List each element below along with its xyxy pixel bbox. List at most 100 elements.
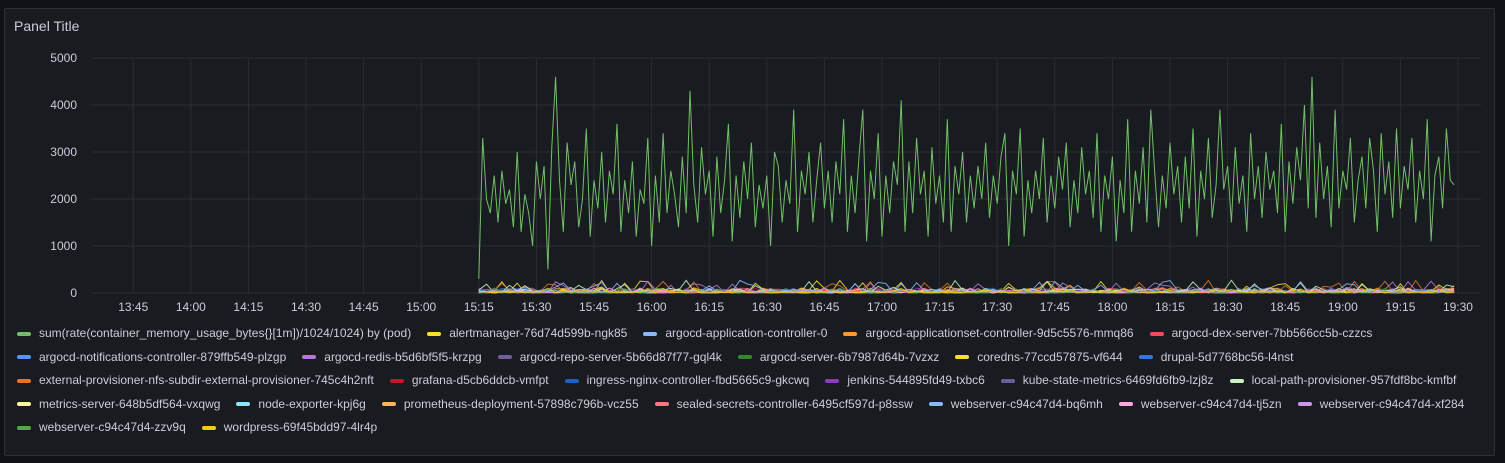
legend-swatch (17, 425, 31, 430)
x-tick-label: 18:45 (1270, 300, 1300, 314)
legend-item[interactable]: external-provisioner-nfs-subdir-external… (17, 369, 374, 393)
y-tick-label: 0 (70, 286, 77, 300)
legend-swatch (201, 425, 216, 430)
y-tick-label: 5000 (50, 51, 77, 65)
legend-label: sum(rate(container_memory_usage_bytes{}[… (39, 326, 412, 340)
legend-swatch (1138, 355, 1153, 360)
legend-label: argocd-repo-server-5b66d87f77-gql4k (519, 349, 722, 364)
legend-label: argocd-dex-server-7bb566cc5b-czzcs (1171, 326, 1373, 340)
legend-label: kube-state-metrics-6469fd6fb9-lzj8z (1022, 373, 1214, 387)
y-tick-label: 2000 (50, 192, 77, 206)
chart-grid (91, 57, 1481, 294)
timeseries-chart[interactable]: 0 1000 2000 3000 4000 5000 13:45 14:00 14:15 14:… (5, 9, 1496, 319)
legend-label: alertmanager-76d74d599b-ngk85 (449, 326, 628, 340)
legend-label: argocd-redis-b5d6bf5f5-krzpg (324, 349, 482, 364)
legend-label: wordpress-69f45bdd97-4lr4p (223, 420, 378, 434)
legend-swatch (1297, 402, 1312, 407)
legend-item[interactable]: argocd-applicationset-controller-9d5c557… (843, 322, 1134, 346)
x-tick-label: 19:30 (1443, 300, 1473, 314)
legend-item[interactable]: sealed-secrets-controller-6495cf597d-p8s… (654, 393, 913, 417)
legend-item[interactable]: alertmanager-76d74d599b-ngk85 (427, 322, 627, 346)
legend-item[interactable]: argocd-server-6b7987d64b-7vzxz (737, 346, 939, 370)
legend-swatch (497, 355, 512, 360)
legend-swatch (654, 402, 669, 407)
x-tick-label: 14:15 (233, 300, 263, 314)
x-tick-label: 15:30 (521, 300, 551, 314)
y-tick-label: 3000 (50, 145, 77, 159)
legend-label: node-exporter-kpj6g (258, 396, 366, 411)
x-tick-label: 18:30 (1213, 300, 1243, 314)
legend-label: coredns-77ccd57875-vf644 (977, 349, 1123, 364)
x-tick-label: 16:00 (637, 300, 667, 314)
legend-item[interactable]: sum(rate(container_memory_usage_bytes{}[… (17, 322, 411, 346)
panel-title[interactable]: Panel Title (14, 18, 80, 34)
legend-label: prometheus-deployment-57898c796b-vcz55 (403, 396, 639, 411)
x-tick-label: 14:45 (349, 300, 379, 314)
legend-swatch (17, 355, 31, 360)
legend-item[interactable]: jenkins-544895fd49-txbc6 (825, 369, 985, 393)
legend-swatch (17, 378, 31, 383)
legend-swatch (302, 355, 317, 360)
legend-label: webserver-c94c47d4-xf284 (1319, 396, 1465, 411)
x-axis: 13:45 14:00 14:15 14:30 14:45 15:00 15:15 15:30… (118, 300, 1473, 314)
legend-label: metrics-server-648b5df564-vxqwg (39, 396, 221, 411)
legend-item[interactable]: grafana-d5cb6ddcb-vmfpt (389, 369, 549, 393)
legend-item[interactable]: argocd-dex-server-7bb566cc5b-czzcs (1149, 322, 1373, 346)
x-tick-label: 17:45 (1040, 300, 1070, 314)
legend-swatch (1149, 331, 1164, 336)
x-tick-label: 16:15 (694, 300, 724, 314)
x-tick-label: 16:45 (809, 300, 839, 314)
legend-item[interactable]: argocd-repo-server-5b66d87f77-gql4k (497, 346, 722, 370)
x-tick-label: 17:00 (867, 300, 897, 314)
legend-item[interactable]: metrics-server-648b5df564-vxqwg (17, 393, 220, 417)
x-tick-label: 19:15 (1385, 300, 1415, 314)
legend-item[interactable]: local-path-provisioner-957fdf8bc-kmfbf (1229, 369, 1457, 393)
legend-item[interactable]: node-exporter-kpj6g (236, 393, 366, 417)
legend-item[interactable]: webserver-c94c47d4-bq6mh (928, 393, 1103, 417)
legend-swatch (1229, 378, 1244, 383)
legend-swatch (955, 355, 970, 360)
x-tick-label: 16:30 (752, 300, 782, 314)
legend-item[interactable]: argocd-redis-b5d6bf5f5-krzpg (302, 346, 482, 370)
low-series-lines (478, 279, 1455, 294)
legend-swatch (928, 402, 943, 407)
legend-swatch (1000, 378, 1015, 383)
legend-item[interactable]: webserver-c94c47d4-zzv9q (17, 416, 186, 440)
legend-item[interactable]: wordpress-69f45bdd97-4lr4p (201, 416, 378, 440)
x-tick-label: 18:00 (1097, 300, 1127, 314)
legend-swatch (389, 378, 404, 383)
chart-legend: sum(rate(container_memory_usage_bytes{}[… (17, 322, 1487, 440)
legend-item[interactable]: drupal-5d7768bc56-l4nst (1138, 346, 1294, 370)
legend-label: jenkins-544895fd49-txbc6 (847, 373, 985, 387)
legend-item[interactable]: argocd-notifications-controller-879ffb54… (17, 346, 286, 370)
x-tick-label: 17:30 (982, 300, 1012, 314)
y-axis: 0 1000 2000 3000 4000 5000 (50, 51, 77, 300)
legend-item[interactable]: webserver-c94c47d4-tj5zn (1118, 393, 1282, 417)
legend-item[interactable]: kube-state-metrics-6469fd6fb9-lzj8z (1000, 369, 1214, 393)
legend-label: local-path-provisioner-957fdf8bc-kmfbf (1251, 373, 1457, 387)
series-line-low (478, 287, 1455, 294)
legend-swatch (236, 402, 251, 407)
legend-swatch (737, 355, 752, 360)
x-tick-label: 15:45 (579, 300, 609, 314)
legend-item[interactable]: coredns-77ccd57875-vf644 (955, 346, 1123, 370)
legend-label: argocd-application-controller-0 (665, 326, 828, 340)
legend-label: grafana-d5cb6ddcb-vmfpt (411, 373, 549, 387)
x-tick-label: 15:15 (464, 300, 494, 314)
graph-panel: Panel Title 0 1000 2000 3000 4000 5000 13:45 1… (4, 8, 1495, 456)
legend-item[interactable]: ingress-nginx-controller-fbd5665c9-gkcwq (564, 369, 809, 393)
legend-label: sealed-secrets-controller-6495cf597d-p8s… (676, 396, 913, 411)
legend-item[interactable]: webserver-c94c47d4-xf284 (1297, 393, 1465, 417)
x-tick-label: 18:15 (1155, 300, 1185, 314)
x-tick-label: 15:00 (406, 300, 436, 314)
legend-item[interactable]: prometheus-deployment-57898c796b-vcz55 (381, 393, 639, 417)
legend-swatch (17, 402, 31, 407)
legend-item[interactable]: argocd-application-controller-0 (643, 322, 827, 346)
legend-label: drupal-5d7768bc56-l4nst (1160, 349, 1294, 364)
legend-swatch (843, 331, 858, 336)
y-tick-label: 4000 (50, 98, 77, 112)
legend-label: webserver-c94c47d4-tj5zn (1140, 396, 1282, 411)
x-tick-label: 14:00 (176, 300, 206, 314)
legend-swatch (564, 378, 579, 383)
legend-swatch (381, 402, 396, 407)
